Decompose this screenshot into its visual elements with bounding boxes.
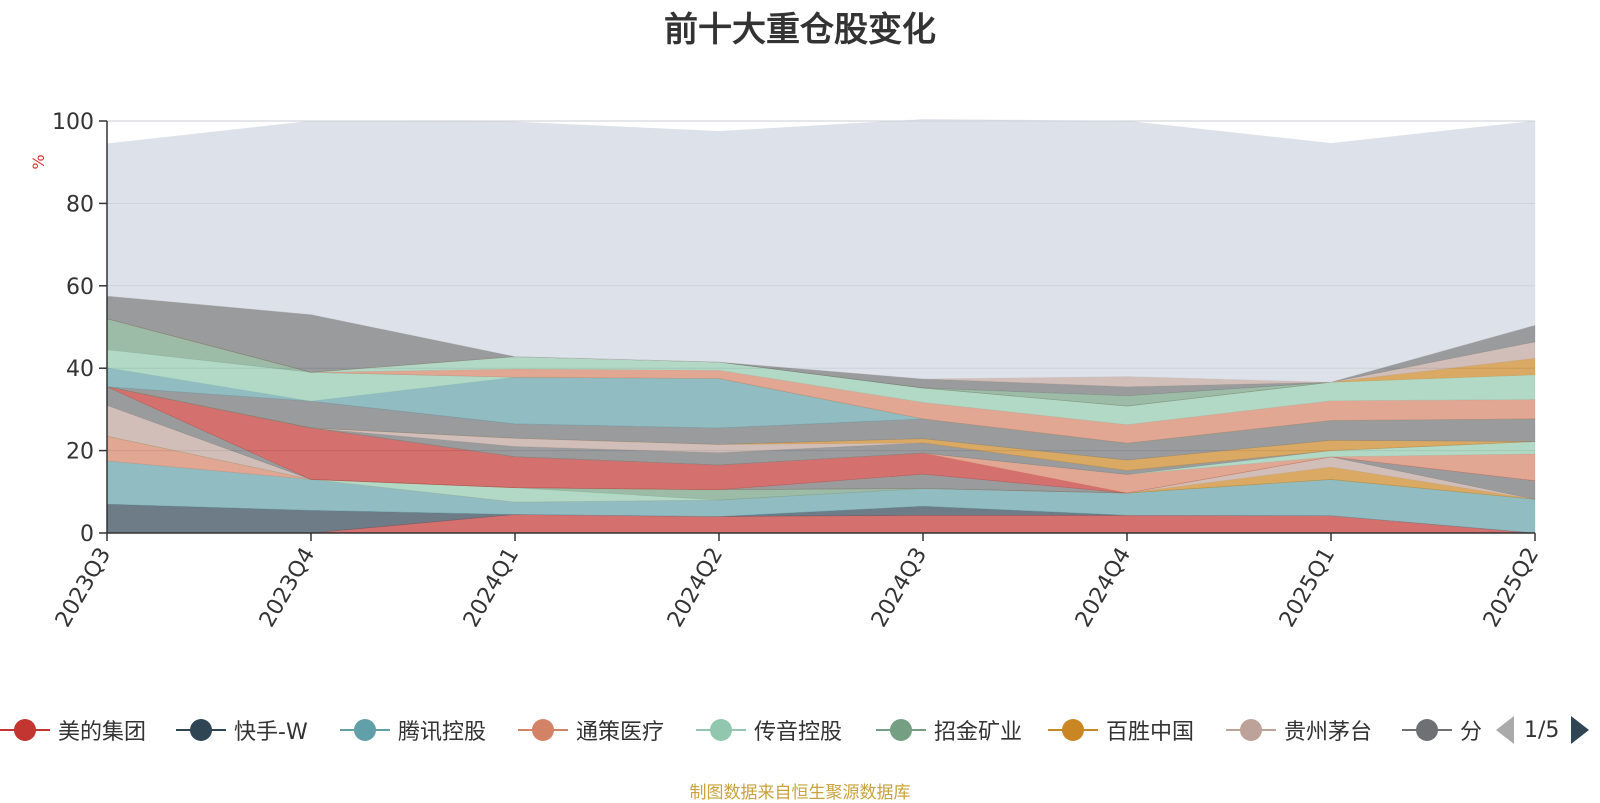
legend-label: 分	[1460, 720, 1483, 745]
x-tick-label-7: 2025Q2	[1479, 544, 1544, 632]
legend-marker-icon	[876, 718, 926, 742]
legend-item-5[interactable]: 招金矿业	[876, 712, 1022, 748]
legend-marker-icon	[1402, 718, 1452, 742]
legend-marker-icon	[0, 718, 50, 742]
y-tick-label-4: 80	[66, 192, 94, 217]
chart-title: 前十大重仓股变化	[664, 10, 936, 50]
y-tick-label-0: 0	[80, 522, 94, 547]
legend-item-2[interactable]: 腾讯控股	[340, 712, 486, 748]
legend-item-7[interactable]: 贵州茅台	[1226, 712, 1372, 748]
y-tick-label-2: 40	[66, 357, 94, 382]
x-tick-label-4: 2024Q3	[867, 544, 932, 632]
x-tick-label-5: 2024Q4	[1071, 544, 1136, 632]
chart-legend: 美的集团 快手-W 腾讯控股 通策医疗 传音控股 招金矿业 百胜中国 贵州茅台 分	[0, 712, 1600, 748]
legend-label: 美的集团	[58, 720, 147, 745]
legend-item-4[interactable]: 传音控股	[696, 712, 842, 748]
legend-item-0[interactable]: 美的集团	[0, 712, 146, 748]
y-tick-label-1: 20	[66, 440, 94, 465]
legend-label: 百胜中国	[1106, 720, 1195, 745]
stacked-area-chart: 0 20 40 60 80 100 2023Q3 2023Q4 2024Q1 2024Q2 2024…	[29, 110, 1544, 632]
legend-label: 招金矿业	[934, 720, 1023, 745]
data-source-note: 制图数据来自恒生聚源数据库	[689, 783, 911, 803]
x-tick-label-0: 2023Q3	[51, 544, 116, 632]
legend-item-8[interactable]: 分	[1402, 712, 1482, 748]
legend-marker-icon	[1226, 718, 1276, 742]
legend-label: 贵州茅台	[1284, 720, 1373, 745]
y-tick-label-5: 100	[52, 110, 94, 135]
legend-label: 快手-W	[234, 720, 308, 745]
legend-marker-icon	[176, 718, 226, 742]
y-tick-label-3: 60	[66, 275, 94, 300]
y-axis-unit: %	[29, 154, 48, 169]
legend-pager: 1/5	[1496, 712, 1590, 748]
area-series-16[interactable]	[106, 367, 1536, 444]
legend-label: 通策医疗	[576, 720, 665, 745]
legend-page-indicator: 1/5	[1524, 717, 1560, 743]
area-series-17[interactable]	[106, 349, 1536, 444]
x-tick-label-3: 2024Q2	[663, 544, 728, 632]
legend-item-1[interactable]: 快手-W	[176, 712, 308, 748]
legend-item-3[interactable]: 通策医疗	[518, 712, 664, 748]
area-series	[106, 119, 1536, 534]
legend-label: 传音控股	[754, 720, 843, 745]
legend-label: 腾讯控股	[398, 720, 487, 745]
legend-item-6[interactable]: 百胜中国	[1048, 712, 1194, 748]
legend-marker-icon	[518, 718, 568, 742]
area-series-27[interactable]	[106, 119, 1536, 383]
x-tick-label-1: 2023Q4	[255, 544, 320, 632]
x-tick-label-2: 2024Q1	[459, 544, 524, 632]
legend-marker-icon	[1048, 718, 1098, 742]
x-tick-label-6: 2025Q1	[1275, 544, 1340, 632]
legend-next-page-icon[interactable]	[1571, 716, 1590, 744]
legend-prev-page-icon[interactable]	[1496, 716, 1514, 744]
legend-marker-icon	[340, 718, 390, 742]
legend-marker-icon	[696, 718, 746, 742]
